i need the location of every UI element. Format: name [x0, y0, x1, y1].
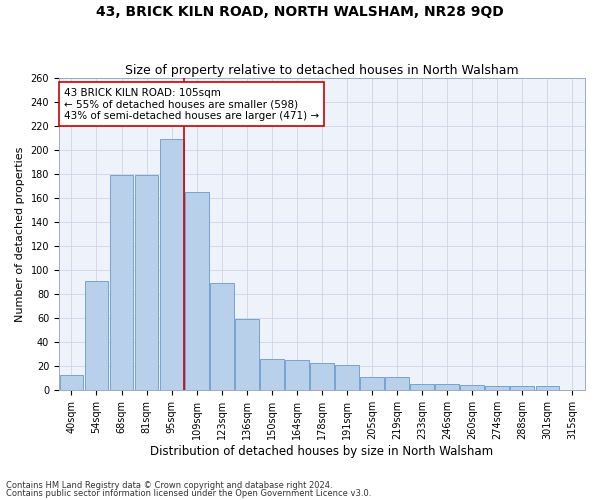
Text: Contains public sector information licensed under the Open Government Licence v3: Contains public sector information licen… [6, 488, 371, 498]
X-axis label: Distribution of detached houses by size in North Walsham: Distribution of detached houses by size … [151, 444, 494, 458]
Bar [210, 283, 233, 390]
Text: 43, BRICK KILN ROAD, NORTH WALSHAM, NR28 9QD: 43, BRICK KILN ROAD, NORTH WALSHAM, NR28… [96, 5, 504, 19]
Bar [260, 358, 284, 390]
Bar [536, 386, 559, 390]
Bar [360, 376, 384, 390]
Bar [235, 319, 259, 390]
Text: 43 BRICK KILN ROAD: 105sqm
← 55% of detached houses are smaller (598)
43% of sem: 43 BRICK KILN ROAD: 105sqm ← 55% of deta… [64, 88, 319, 120]
Bar [385, 376, 409, 390]
Y-axis label: Number of detached properties: Number of detached properties [15, 146, 25, 322]
Bar [285, 360, 309, 390]
Bar [410, 384, 434, 390]
Bar [460, 385, 484, 390]
Bar [436, 384, 459, 390]
Title: Size of property relative to detached houses in North Walsham: Size of property relative to detached ho… [125, 64, 519, 77]
Bar [335, 364, 359, 390]
Bar [160, 140, 184, 390]
Bar [59, 376, 83, 390]
Bar [185, 192, 209, 390]
Bar [85, 281, 109, 390]
Text: Contains HM Land Registry data © Crown copyright and database right 2024.: Contains HM Land Registry data © Crown c… [6, 481, 332, 490]
Bar [485, 386, 509, 390]
Bar [310, 364, 334, 390]
Bar [110, 176, 133, 390]
Bar [134, 176, 158, 390]
Bar [511, 386, 534, 390]
